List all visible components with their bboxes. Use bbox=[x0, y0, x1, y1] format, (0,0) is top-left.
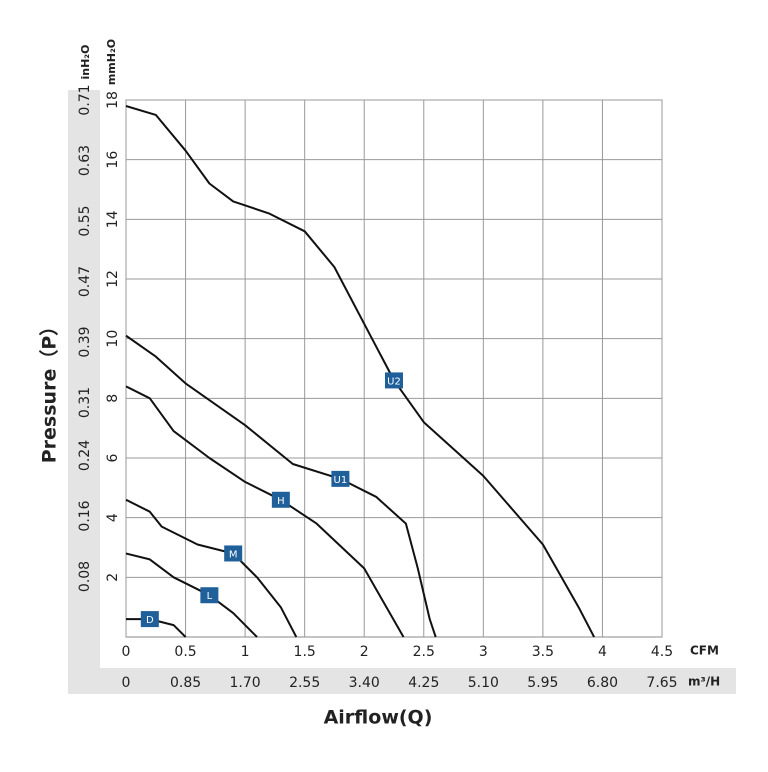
y2-tick-label: 0.71 bbox=[77, 84, 93, 115]
y2-tick-label: 0.08 bbox=[77, 561, 93, 592]
x2-tick-label: 6.80 bbox=[587, 675, 618, 691]
x-tick-label: 3.5 bbox=[532, 644, 554, 660]
x2-tick-label: 7.65 bbox=[646, 675, 677, 691]
x-tick-label: 4.5 bbox=[651, 644, 673, 660]
series-label: L bbox=[207, 591, 213, 602]
x2-unit: m³/H bbox=[688, 675, 720, 689]
y2-tick-label: 0.24 bbox=[77, 440, 93, 471]
x2-tick-label: 0.85 bbox=[170, 675, 201, 691]
series-label: U1 bbox=[334, 475, 348, 486]
y-label: Pressure（P） bbox=[38, 317, 61, 464]
series-label-box bbox=[200, 587, 219, 604]
x-tick-label: 1.5 bbox=[294, 644, 316, 660]
x2-tick-label: 2.55 bbox=[289, 675, 320, 691]
series-label: H bbox=[277, 496, 285, 507]
x-tick-label: 0 bbox=[122, 644, 131, 660]
x2-tick-label: 1.70 bbox=[230, 675, 261, 691]
y-tick-label: 2 bbox=[105, 573, 121, 582]
y2-tick-label: 0.63 bbox=[77, 145, 93, 176]
x2-tick-label: 3.40 bbox=[349, 675, 380, 691]
y2-tick-label: 0.55 bbox=[77, 205, 93, 236]
y-tick-label: 12 bbox=[105, 270, 121, 288]
y2-tick-label: 0.47 bbox=[77, 266, 93, 297]
series-line bbox=[125, 498, 298, 638]
series-label-box bbox=[224, 545, 243, 562]
series-label-box bbox=[385, 372, 403, 389]
y-tick-label: 6 bbox=[105, 453, 121, 462]
x2-tick-label: 4.25 bbox=[408, 675, 439, 691]
y2-tick-label: 0.16 bbox=[77, 500, 93, 531]
series-line bbox=[126, 618, 187, 638]
series-label: U2 bbox=[387, 376, 401, 387]
x-tick-label: 2.5 bbox=[413, 644, 435, 660]
series-label: D bbox=[146, 615, 154, 626]
x-tick-label: 1 bbox=[241, 644, 250, 660]
y2-unit: inH₂O bbox=[79, 45, 92, 80]
y2-tick-label: 0.31 bbox=[77, 387, 93, 418]
x-tick-label: 3 bbox=[479, 644, 488, 660]
y-tick-label: 4 bbox=[105, 513, 121, 522]
series-line bbox=[125, 552, 258, 638]
x-tick-label: 2 bbox=[360, 644, 369, 660]
y-tick-label: 18 bbox=[105, 91, 121, 109]
y-tick-label: 10 bbox=[105, 330, 121, 348]
x2-band bbox=[68, 668, 736, 694]
series-label-box bbox=[271, 491, 290, 508]
x-unit: CFM bbox=[690, 644, 719, 658]
x2-tick-label: 5.10 bbox=[468, 675, 499, 691]
y-tick-label: 16 bbox=[105, 151, 121, 169]
x2-tick-label: 5.95 bbox=[527, 675, 558, 691]
series-label: M bbox=[229, 549, 238, 560]
y2-tick-label: 0.39 bbox=[77, 326, 93, 357]
series-label-box bbox=[140, 611, 159, 628]
y-unit: mmH₂O bbox=[105, 39, 118, 85]
x-tick-label: 4 bbox=[598, 644, 607, 660]
series-label-box bbox=[331, 470, 350, 487]
x-label: Airflow(Q) bbox=[324, 707, 433, 729]
x2-tick-label: 0 bbox=[122, 675, 131, 691]
series-line bbox=[125, 105, 595, 638]
series-line bbox=[125, 385, 405, 638]
y2-band bbox=[68, 90, 100, 694]
x-tick-label: 0.5 bbox=[174, 644, 196, 660]
y-tick-label: 14 bbox=[105, 210, 121, 228]
y-tick-label: 8 bbox=[105, 394, 121, 403]
